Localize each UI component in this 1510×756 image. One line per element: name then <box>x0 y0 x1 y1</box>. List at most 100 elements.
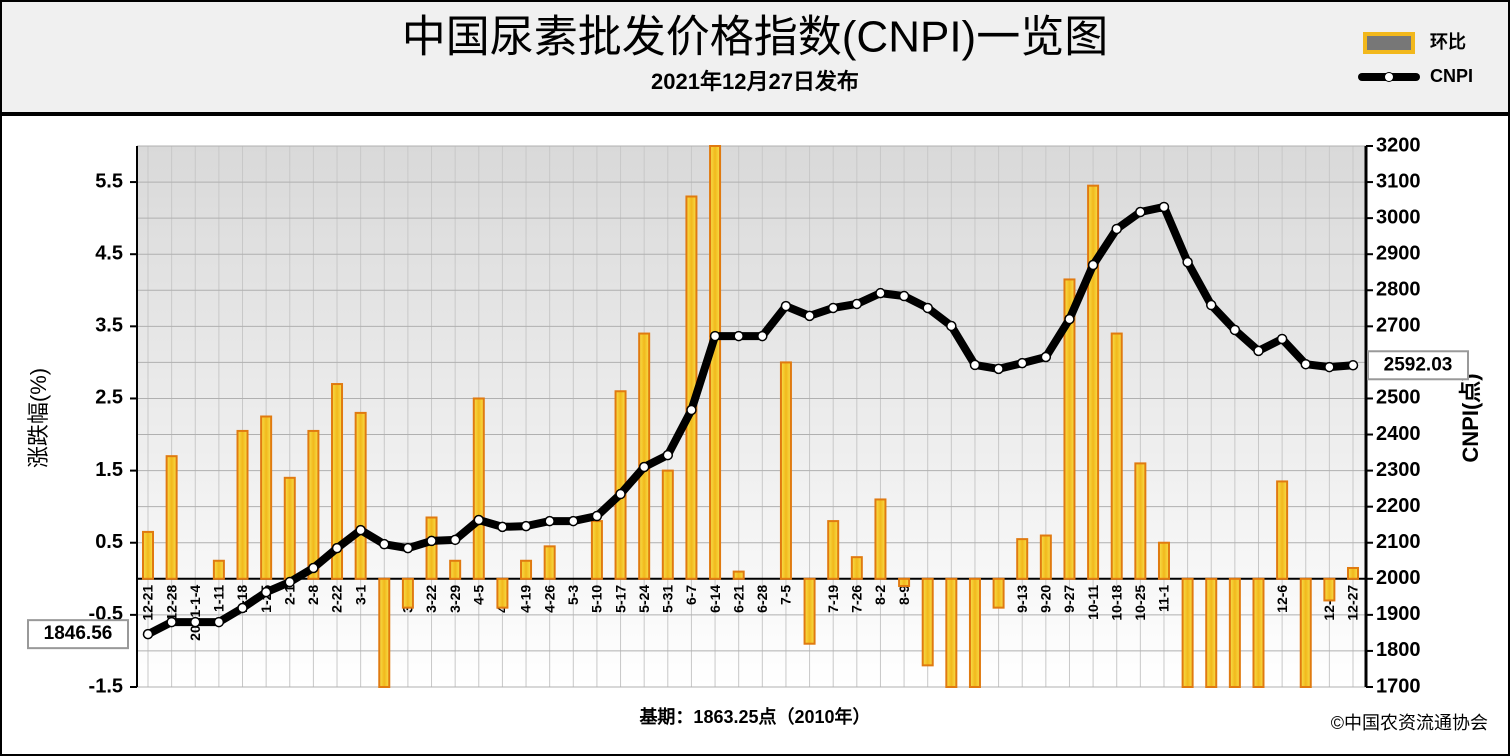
x-tick-label: 1-11 <box>211 585 227 612</box>
label-box <box>27 619 129 650</box>
y2-tick-label: 1900 <box>1376 603 1421 625</box>
x-tick-label: 6-14 <box>707 585 723 613</box>
bar <box>543 545 556 580</box>
x-tick-label: 2-22 <box>329 585 345 613</box>
point <box>260 586 272 598</box>
bar <box>401 577 414 609</box>
point <box>237 602 248 614</box>
bar <box>472 397 485 580</box>
point <box>780 300 792 312</box>
point <box>1205 299 1217 311</box>
y-tick-label: 2.5 <box>95 387 123 409</box>
x-tick-label: 2-1 <box>281 585 297 605</box>
x-tick-label: 5-17 <box>612 585 628 613</box>
point <box>1158 201 1170 213</box>
y-tick-label: -1.5 <box>89 675 123 697</box>
x-tick-label: 10-18 <box>1108 585 1124 621</box>
x-tick-label: 9-27 <box>1061 585 1077 613</box>
x-tick-label: 5-3 <box>565 585 581 605</box>
y2-tick-label: 2300 <box>1376 459 1421 481</box>
bar <box>212 559 225 580</box>
point <box>804 310 815 322</box>
y2-tick-label: 2100 <box>1376 531 1421 553</box>
x-tick-label: 3-22 <box>423 585 439 613</box>
point <box>615 488 626 500</box>
bar <box>1347 566 1359 580</box>
bar <box>1016 538 1029 580</box>
point <box>922 302 933 314</box>
bar <box>1252 577 1265 688</box>
y-tick-label: 5.5 <box>95 170 123 192</box>
bar <box>142 530 154 580</box>
x-tick-label: 12-27 <box>1345 585 1361 621</box>
point <box>449 534 461 546</box>
bar <box>425 516 438 580</box>
point <box>355 524 366 536</box>
x-tick-label: 6-21 <box>730 585 746 613</box>
x-tick-label: 9-20 <box>1038 585 1054 613</box>
y2-tick-label: 2500 <box>1376 387 1421 409</box>
bar <box>1205 577 1218 688</box>
x-tick-label: 8-2 <box>872 585 888 605</box>
x-tick-label: 10-11 <box>1085 585 1101 620</box>
bar <box>283 476 296 580</box>
point <box>1229 324 1241 336</box>
bar <box>803 577 816 645</box>
point <box>166 616 177 628</box>
label-box <box>1367 350 1469 381</box>
bar <box>1063 278 1076 580</box>
point <box>497 521 508 533</box>
x-tick-label: 12-6 <box>1274 585 1290 613</box>
x-tick-label: 4-19 <box>518 585 534 613</box>
point <box>142 628 154 640</box>
x-tick-label: 12-21 <box>140 585 156 621</box>
point <box>875 287 886 299</box>
bar <box>709 145 722 580</box>
point <box>1276 333 1288 345</box>
bar <box>638 332 651 580</box>
point <box>1253 345 1264 357</box>
x-tick-label: 10-25 <box>1132 585 1148 621</box>
point <box>520 520 532 532</box>
point <box>1111 223 1122 235</box>
bar <box>1110 332 1123 580</box>
y-tick-label: 4.5 <box>95 242 123 264</box>
point <box>851 298 863 310</box>
y-axis-label: 涨跌幅(%) <box>26 368 51 468</box>
line <box>146 202 1354 638</box>
subtitle: 2021年12月27日发布 <box>651 69 859 94</box>
x-tick-label: 5-10 <box>589 585 605 613</box>
y2-tick-label: 2000 <box>1376 567 1421 589</box>
bar <box>331 383 344 580</box>
y2-tick-label: 2400 <box>1376 423 1421 445</box>
point <box>898 290 910 302</box>
point <box>709 330 721 342</box>
bar <box>661 469 674 580</box>
bar <box>1039 534 1052 580</box>
bar <box>874 498 887 580</box>
bar <box>779 361 792 580</box>
point <box>1182 256 1193 268</box>
point <box>969 359 981 371</box>
point <box>402 542 414 554</box>
point <box>1040 351 1052 363</box>
bar <box>992 577 1005 609</box>
value-label: 2592.03 <box>1384 354 1453 375</box>
legend-label: CNPI <box>1430 66 1473 86</box>
point <box>1064 313 1075 325</box>
x-tick-label: 6-7 <box>683 585 699 605</box>
x-tick-label: 4-26 <box>541 585 557 613</box>
point <box>1324 361 1335 373</box>
x-tick-label: 3-1 <box>352 585 368 605</box>
point <box>946 320 957 332</box>
bar <box>354 411 367 580</box>
bar <box>307 429 320 580</box>
point <box>190 616 201 628</box>
legend-swatch <box>1384 72 1394 82</box>
x-tick-label: 7-19 <box>825 585 841 613</box>
header-rule <box>2 112 1508 116</box>
bar <box>496 577 509 609</box>
bar <box>520 559 533 580</box>
x-tick-label: 8-9 <box>896 585 912 605</box>
point <box>1016 357 1028 369</box>
